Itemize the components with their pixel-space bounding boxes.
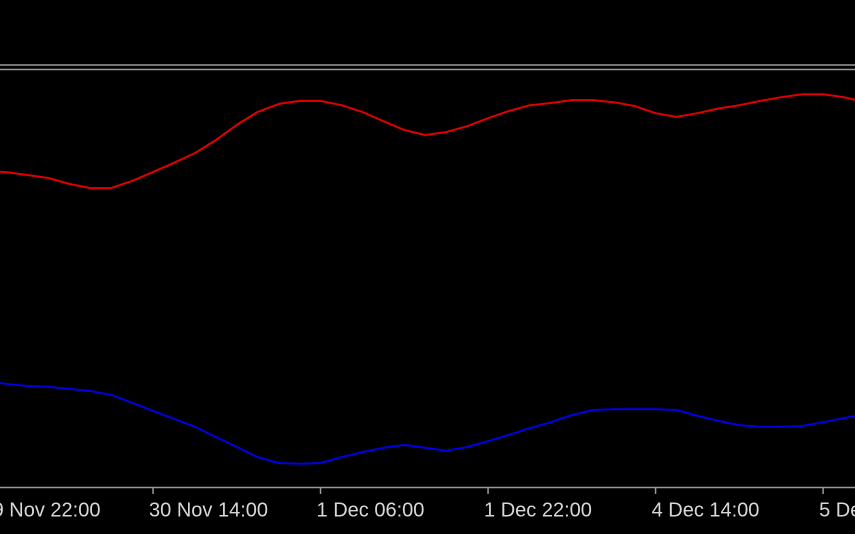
series-line bbox=[0, 381, 855, 465]
x-tick-label: 1 Dec 22:00 bbox=[484, 499, 592, 521]
x-tick-label: 29 Nov 22:00 bbox=[0, 499, 100, 521]
x-tick-label: 5 Dec 06:00 bbox=[819, 499, 855, 521]
x-tick-label: 30 Nov 14:00 bbox=[149, 499, 268, 521]
x-tick-label: 1 Dec 06:00 bbox=[317, 499, 425, 521]
x-tick-label: 4 Dec 14:00 bbox=[652, 499, 760, 521]
series-line bbox=[0, 93, 855, 190]
